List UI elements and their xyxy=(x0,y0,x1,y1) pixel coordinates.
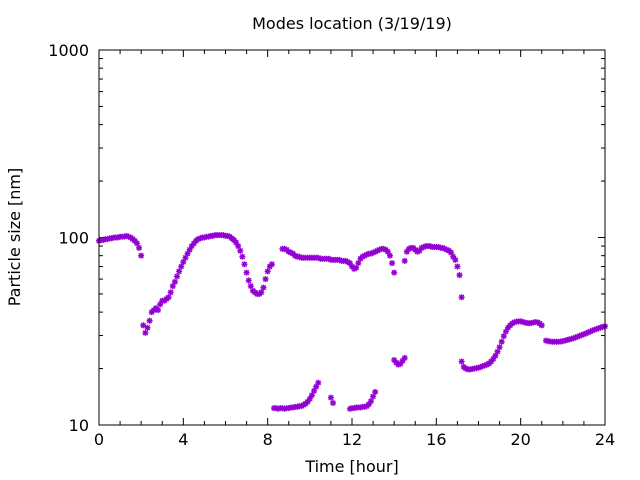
data-point xyxy=(494,348,501,355)
data-point xyxy=(245,277,252,284)
data-point xyxy=(454,263,461,270)
chart-title: Modes location (3/19/19) xyxy=(252,14,452,33)
data-point xyxy=(144,324,151,331)
x-axis-label: Time [hour] xyxy=(304,457,398,476)
plot-frame xyxy=(98,49,606,426)
y-tick-label: 1000 xyxy=(48,41,89,60)
y-axis-label: Particle size [nm] xyxy=(5,168,24,307)
data-point xyxy=(458,294,465,301)
data-point xyxy=(496,344,503,351)
data-point xyxy=(241,261,248,268)
data-point xyxy=(243,269,250,276)
data-point xyxy=(458,358,465,365)
data-point xyxy=(178,263,185,270)
data-point xyxy=(452,256,459,263)
data-point xyxy=(498,338,505,345)
data-point xyxy=(146,317,153,324)
x-tick-label: 8 xyxy=(263,430,273,449)
data-point xyxy=(237,247,244,254)
y-tick-label: 100 xyxy=(58,229,89,248)
data-point xyxy=(386,252,393,259)
data-point xyxy=(167,289,174,296)
data-point xyxy=(133,240,140,247)
data-point xyxy=(262,276,269,283)
data-point xyxy=(327,394,334,401)
data-point xyxy=(500,333,507,340)
data-point xyxy=(165,294,172,301)
data-point xyxy=(155,307,162,314)
data-points xyxy=(96,232,608,412)
data-point xyxy=(174,273,181,280)
data-point xyxy=(401,257,408,264)
data-point xyxy=(264,268,271,275)
data-point xyxy=(456,272,463,279)
data-point xyxy=(136,244,143,251)
data-point xyxy=(268,261,275,268)
data-point xyxy=(138,252,145,259)
data-point xyxy=(239,253,246,260)
x-tick-label: 24 xyxy=(595,430,615,449)
data-point xyxy=(142,329,149,336)
data-point xyxy=(403,248,410,255)
x-tick-label: 4 xyxy=(178,430,188,449)
x-tick-label: 20 xyxy=(510,430,530,449)
data-point xyxy=(171,278,178,285)
y-tick-label: 10 xyxy=(69,416,89,435)
data-point xyxy=(353,264,360,271)
data-point xyxy=(367,398,374,405)
axes: 0 4 8 12 16 20 24 10 100 1000 xyxy=(48,41,615,449)
data-point xyxy=(330,400,337,407)
data-point xyxy=(176,268,183,275)
data-point xyxy=(235,243,242,250)
data-point xyxy=(260,284,267,291)
data-point xyxy=(389,260,396,267)
x-tick-label: 0 xyxy=(94,430,104,449)
data-point xyxy=(391,269,398,276)
data-point xyxy=(538,322,545,329)
x-tick-label: 12 xyxy=(342,430,362,449)
data-point xyxy=(405,245,412,252)
data-point xyxy=(372,388,379,395)
data-point xyxy=(247,283,254,290)
data-point xyxy=(258,289,265,296)
data-point xyxy=(140,322,147,329)
data-point xyxy=(401,354,408,361)
x-tick-label: 16 xyxy=(426,430,446,449)
data-point xyxy=(315,379,322,386)
